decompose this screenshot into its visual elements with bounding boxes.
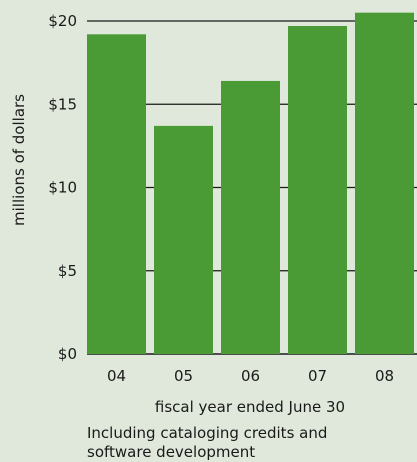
x-tick-labels: 04 05 06 07 08 bbox=[107, 367, 394, 385]
bar-08 bbox=[355, 12, 414, 355]
chart-footnote: Including cataloging credits and softwar… bbox=[87, 424, 328, 461]
y-tick-label: $0 bbox=[58, 345, 77, 363]
x-tick-label: 08 bbox=[375, 367, 394, 385]
y-tick-label: $5 bbox=[58, 262, 77, 280]
y-tick-label: $15 bbox=[48, 95, 77, 113]
x-tick-label: 04 bbox=[107, 367, 126, 385]
y-tick-label: $10 bbox=[48, 179, 77, 197]
x-tick-label: 05 bbox=[174, 367, 193, 385]
y-axis-title: millions of dollars bbox=[10, 94, 28, 226]
x-tick-label: 06 bbox=[241, 367, 260, 385]
bar-06 bbox=[221, 80, 280, 354]
bar-07 bbox=[288, 25, 347, 355]
x-tick-label: 07 bbox=[308, 367, 327, 385]
y-tick-label: $20 bbox=[48, 12, 77, 30]
y-tick-labels: $0 $5 $10 $15 $20 bbox=[48, 12, 77, 363]
bar-04 bbox=[87, 34, 146, 354]
bar-05 bbox=[154, 125, 213, 355]
x-axis-title: fiscal year ended June 30 bbox=[155, 398, 345, 416]
bars bbox=[87, 12, 414, 355]
